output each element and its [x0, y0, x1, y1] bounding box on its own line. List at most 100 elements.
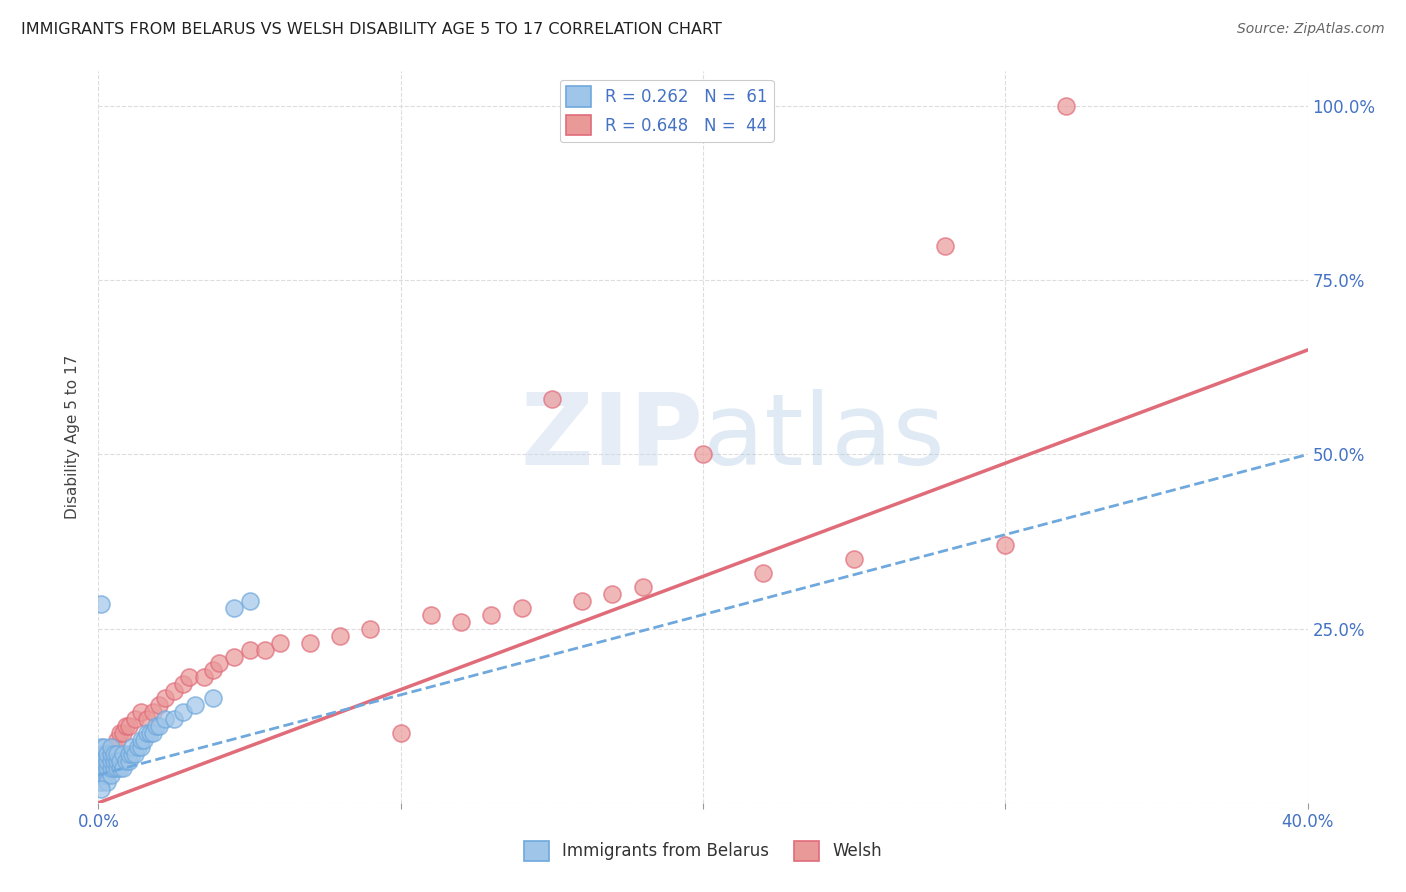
- Point: [142, 726, 165, 740]
- Point: [142, 705, 165, 719]
- Point: [114, 719, 136, 733]
- Point: [752, 566, 775, 580]
- Point: [93, 754, 115, 768]
- Point: [239, 594, 262, 608]
- Point: [129, 740, 152, 755]
- Point: [118, 719, 141, 733]
- Point: [100, 747, 122, 761]
- Point: [179, 670, 201, 684]
- Point: [124, 712, 146, 726]
- Point: [96, 775, 118, 789]
- Point: [111, 726, 134, 740]
- Point: [121, 747, 143, 761]
- Point: [100, 761, 122, 775]
- Point: [103, 747, 125, 761]
- Point: [93, 754, 115, 768]
- Point: [108, 754, 131, 768]
- Point: [93, 768, 115, 782]
- Point: [631, 580, 654, 594]
- Point: [93, 761, 115, 775]
- Point: [129, 733, 152, 747]
- Point: [103, 754, 125, 768]
- Point: [100, 740, 122, 755]
- Point: [96, 754, 118, 768]
- Point: [602, 587, 624, 601]
- Text: IMMIGRANTS FROM BELARUS VS WELSH DISABILITY AGE 5 TO 17 CORRELATION CHART: IMMIGRANTS FROM BELARUS VS WELSH DISABIL…: [21, 22, 721, 37]
- Point: [844, 552, 866, 566]
- Point: [90, 768, 112, 782]
- Point: [224, 600, 246, 615]
- Point: [100, 747, 122, 761]
- Point: [90, 754, 112, 768]
- Point: [135, 712, 157, 726]
- Point: [571, 594, 593, 608]
- Point: [111, 761, 134, 775]
- Point: [163, 712, 186, 726]
- Text: atlas: atlas: [703, 389, 945, 485]
- Point: [172, 677, 194, 691]
- Point: [96, 761, 118, 775]
- Point: [202, 691, 225, 706]
- Y-axis label: Disability Age 5 to 17: Disability Age 5 to 17: [65, 355, 80, 519]
- Point: [105, 761, 128, 775]
- Point: [239, 642, 262, 657]
- Point: [90, 768, 112, 782]
- Point: [90, 740, 112, 755]
- Point: [90, 754, 112, 768]
- Point: [148, 719, 170, 733]
- Point: [103, 761, 125, 775]
- Legend: Immigrants from Belarus, Welsh: Immigrants from Belarus, Welsh: [517, 834, 889, 868]
- Point: [510, 600, 533, 615]
- Point: [103, 740, 125, 755]
- Point: [90, 747, 112, 761]
- Point: [118, 754, 141, 768]
- Point: [100, 754, 122, 768]
- Text: ZIP: ZIP: [520, 389, 703, 485]
- Point: [90, 761, 112, 775]
- Point: [124, 747, 146, 761]
- Point: [692, 448, 714, 462]
- Point: [934, 238, 956, 252]
- Point: [105, 754, 128, 768]
- Point: [90, 781, 112, 796]
- Point: [389, 726, 412, 740]
- Point: [148, 698, 170, 713]
- Point: [540, 392, 562, 406]
- Point: [172, 705, 194, 719]
- Point: [127, 740, 149, 755]
- Point: [299, 635, 322, 649]
- Point: [105, 733, 128, 747]
- Point: [269, 635, 291, 649]
- Point: [994, 538, 1017, 552]
- Point: [93, 768, 115, 782]
- Point: [121, 740, 143, 755]
- Point: [93, 747, 115, 761]
- Point: [153, 691, 176, 706]
- Point: [153, 712, 176, 726]
- Point: [90, 597, 112, 611]
- Point: [129, 705, 152, 719]
- Point: [145, 719, 167, 733]
- Point: [93, 740, 115, 755]
- Point: [135, 726, 157, 740]
- Point: [163, 684, 186, 698]
- Point: [481, 607, 503, 622]
- Point: [202, 664, 225, 678]
- Point: [420, 607, 443, 622]
- Point: [329, 629, 352, 643]
- Point: [450, 615, 472, 629]
- Point: [96, 747, 118, 761]
- Point: [360, 622, 382, 636]
- Point: [224, 649, 246, 664]
- Point: [108, 726, 131, 740]
- Point: [208, 657, 231, 671]
- Point: [96, 768, 118, 782]
- Point: [253, 642, 276, 657]
- Point: [105, 747, 128, 761]
- Point: [90, 775, 112, 789]
- Point: [90, 761, 112, 775]
- Point: [89, 768, 111, 782]
- Point: [93, 761, 115, 775]
- Point: [132, 733, 155, 747]
- Point: [96, 761, 118, 775]
